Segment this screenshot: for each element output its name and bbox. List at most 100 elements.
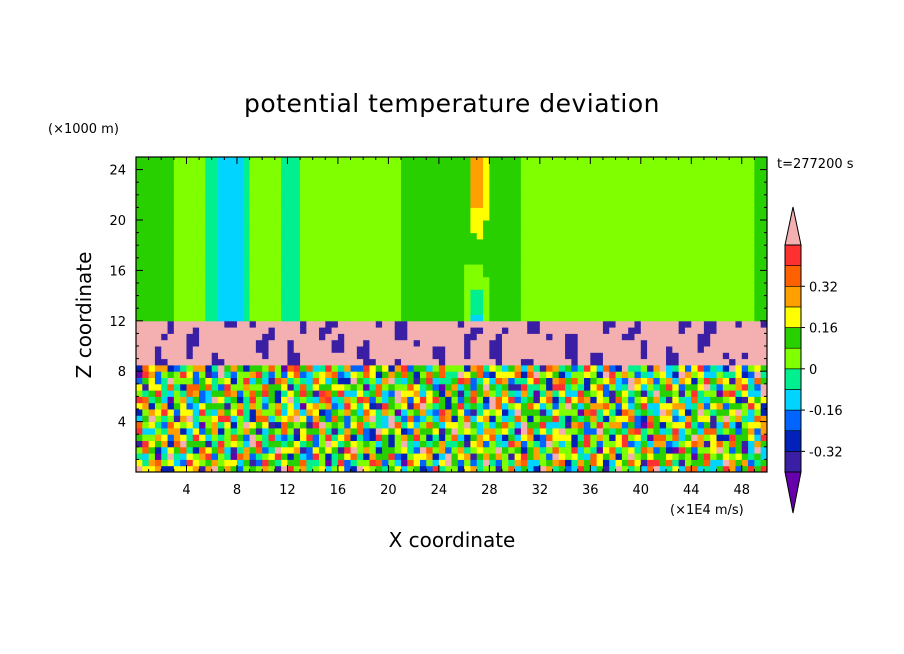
heatmap-cell	[350, 182, 358, 189]
heatmap-cell	[615, 371, 623, 378]
heatmap-cell	[401, 346, 408, 353]
heatmap-cell	[325, 169, 333, 177]
heatmap-cell	[615, 465, 623, 473]
heatmap-cell	[407, 301, 415, 309]
heatmap-cell	[274, 314, 282, 322]
heatmap-cell	[520, 358, 528, 366]
heatmap-cell	[236, 232, 244, 240]
heatmap-cell	[136, 289, 143, 297]
heatmap-cell	[501, 339, 509, 347]
heatmap-cell	[432, 364, 440, 372]
heatmap-cell	[356, 421, 364, 429]
heatmap-cell	[464, 232, 471, 240]
heatmap-cell	[306, 157, 314, 164]
heatmap-cell	[293, 238, 301, 246]
heatmap-cell	[224, 459, 232, 467]
heatmap-cell	[136, 459, 143, 467]
heatmap-cell	[703, 320, 711, 328]
heatmap-cell	[394, 289, 402, 297]
heatmap-cell	[136, 220, 143, 227]
heatmap-cell	[470, 358, 478, 366]
heatmap-cell	[741, 232, 749, 240]
heatmap-cell	[325, 390, 333, 397]
heatmap-cell	[419, 226, 427, 234]
heatmap-cell	[136, 238, 143, 246]
heatmap-cell	[571, 396, 579, 404]
heatmap-cell	[647, 157, 654, 164]
heatmap-cell	[382, 163, 389, 171]
heatmap-cell	[218, 358, 225, 366]
heatmap-cell	[741, 245, 749, 252]
heatmap-cell	[331, 390, 339, 397]
heatmap-cell	[136, 434, 143, 441]
heatmap-cell	[678, 339, 686, 347]
heatmap-cell	[476, 352, 484, 360]
heatmap-cell	[438, 320, 446, 328]
heatmap-cell	[249, 188, 257, 196]
heatmap-cell	[192, 232, 200, 240]
heatmap-cell	[331, 327, 339, 334]
heatmap-cell	[533, 270, 541, 278]
heatmap-cell	[634, 453, 642, 460]
heatmap-cell	[760, 333, 768, 341]
heatmap-cell	[729, 465, 736, 473]
heatmap-cell	[167, 446, 175, 454]
heatmap-cell	[565, 339, 572, 347]
heatmap-cell	[293, 402, 301, 410]
heatmap-cell	[161, 453, 169, 460]
heatmap-cell	[653, 257, 661, 265]
heatmap-cell	[722, 308, 730, 315]
heatmap-cell	[710, 220, 718, 227]
heatmap-cell	[363, 163, 370, 171]
heatmap-cell	[464, 270, 471, 278]
heatmap-cell	[344, 264, 352, 271]
heatmap-cell	[363, 207, 370, 215]
heatmap-cell	[703, 245, 711, 252]
heatmap-cell	[748, 289, 755, 297]
heatmap-cell	[281, 402, 288, 410]
heatmap-cell	[520, 238, 528, 246]
heatmap-cell	[211, 289, 219, 297]
heatmap-cell	[457, 207, 465, 215]
heatmap-cell	[501, 440, 509, 448]
heatmap-cell	[438, 358, 446, 366]
heatmap-cell	[438, 390, 446, 397]
heatmap-cell	[527, 396, 535, 404]
heatmap-cell	[508, 402, 516, 410]
heatmap-cell	[615, 339, 623, 347]
heatmap-cell	[754, 283, 762, 290]
heatmap-cell	[243, 314, 251, 322]
heatmap-cell	[205, 163, 213, 171]
heatmap-cell	[558, 308, 566, 315]
heatmap-cell	[161, 396, 169, 404]
heatmap-cell	[470, 371, 478, 378]
heatmap-cell	[419, 295, 427, 303]
heatmap-cell	[539, 270, 547, 278]
heatmap-cell	[640, 333, 648, 341]
heatmap-cell	[356, 295, 364, 303]
heatmap-cell	[697, 383, 705, 391]
heatmap-cell	[457, 390, 465, 397]
heatmap-cell	[154, 295, 162, 303]
heatmap-cell	[634, 396, 642, 404]
heatmap-cell	[514, 283, 522, 290]
heatmap-cell	[483, 276, 490, 284]
heatmap-cell	[281, 175, 288, 183]
heatmap-cell	[331, 207, 339, 215]
heatmap-cell	[363, 175, 370, 183]
heatmap-cell	[722, 295, 730, 303]
heatmap-cell	[609, 301, 617, 309]
heatmap-cell	[375, 213, 383, 221]
heatmap-cell	[760, 320, 768, 328]
heatmap-cell	[760, 207, 768, 215]
heatmap-cell	[300, 352, 307, 360]
heatmap-cell	[325, 465, 333, 473]
heatmap-cell	[697, 175, 705, 183]
heatmap-cell	[154, 320, 162, 328]
heatmap-cell	[413, 163, 421, 171]
heatmap-cell	[293, 301, 301, 309]
heatmap-cell	[621, 213, 629, 221]
heatmap-cell	[691, 402, 699, 410]
heatmap-cell	[224, 434, 232, 441]
heatmap-cell	[602, 409, 610, 416]
